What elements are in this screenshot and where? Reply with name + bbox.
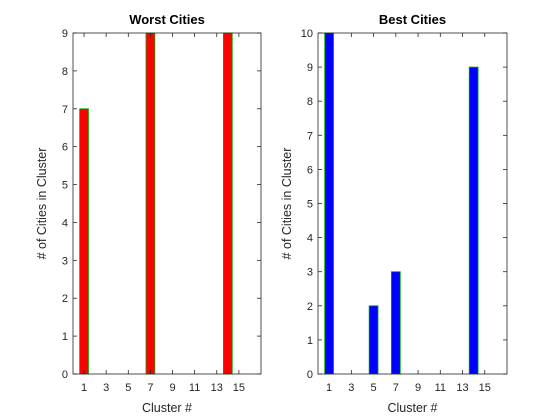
- bar: [222, 32, 233, 375]
- y-tick-label: 9: [62, 28, 68, 40]
- y-tick-label: 2: [62, 293, 68, 305]
- x-tick-label: 15: [479, 382, 491, 394]
- y-tick-label: 0: [62, 369, 68, 381]
- x-tick-label: 13: [211, 382, 223, 394]
- x-axis-label: Cluster #: [142, 401, 192, 415]
- x-tick-label: 15: [233, 382, 245, 394]
- y-tick-label: 5: [307, 199, 313, 211]
- y-axis-label: # of Cities in Cluster: [35, 148, 49, 260]
- y-tick-label: 3: [307, 267, 313, 279]
- bar: [79, 108, 89, 375]
- y-tick-label: 2: [307, 301, 313, 313]
- plot-area: [73, 33, 261, 374]
- bar: [324, 32, 334, 375]
- x-tick-label: 11: [435, 382, 446, 394]
- y-tick-label: 0: [307, 369, 313, 381]
- x-tick-label: 3: [103, 382, 109, 394]
- x-tick-label: 9: [169, 382, 175, 394]
- y-tick-label: 5: [62, 180, 68, 192]
- x-tick-label: 7: [393, 382, 399, 394]
- y-tick-label: 8: [62, 66, 68, 78]
- y-tick-label: 1: [62, 331, 68, 343]
- y-tick-label: 3: [62, 255, 68, 267]
- x-axis-label: Cluster #: [387, 401, 437, 415]
- axes-box: [72, 32, 262, 375]
- x-tick-label: 5: [125, 382, 131, 394]
- x-tick-label: 9: [415, 382, 421, 394]
- y-tick-label: 4: [307, 233, 313, 245]
- bar: [468, 66, 479, 375]
- y-tick-label: 4: [62, 217, 68, 229]
- y-axis-label: # of Cities in Cluster: [280, 148, 294, 260]
- bar: [145, 32, 156, 375]
- x-tick-label: 11: [189, 382, 200, 394]
- y-tick-label: 6: [62, 142, 68, 154]
- x-tick-label: 7: [147, 382, 153, 394]
- y-tick-label: 6: [307, 164, 313, 176]
- chart-title: Best Cities: [379, 12, 446, 27]
- x-tick-label: 13: [456, 382, 468, 394]
- x-tick-label: 3: [348, 382, 354, 394]
- y-tick-label: 1: [307, 335, 313, 347]
- y-tick-label: 9: [307, 62, 313, 74]
- bar: [368, 305, 379, 375]
- bar: [390, 271, 401, 375]
- y-tick-label: 10: [301, 28, 313, 40]
- plot-area: [318, 33, 507, 374]
- y-tick-label: 7: [307, 130, 313, 142]
- y-tick-label: 7: [62, 104, 68, 116]
- y-tick-label: 8: [307, 96, 313, 108]
- x-tick-label: 1: [81, 382, 87, 394]
- x-tick-label: 5: [371, 382, 377, 394]
- chart-title: Worst Cities: [129, 12, 205, 27]
- x-tick-label: 1: [326, 382, 332, 394]
